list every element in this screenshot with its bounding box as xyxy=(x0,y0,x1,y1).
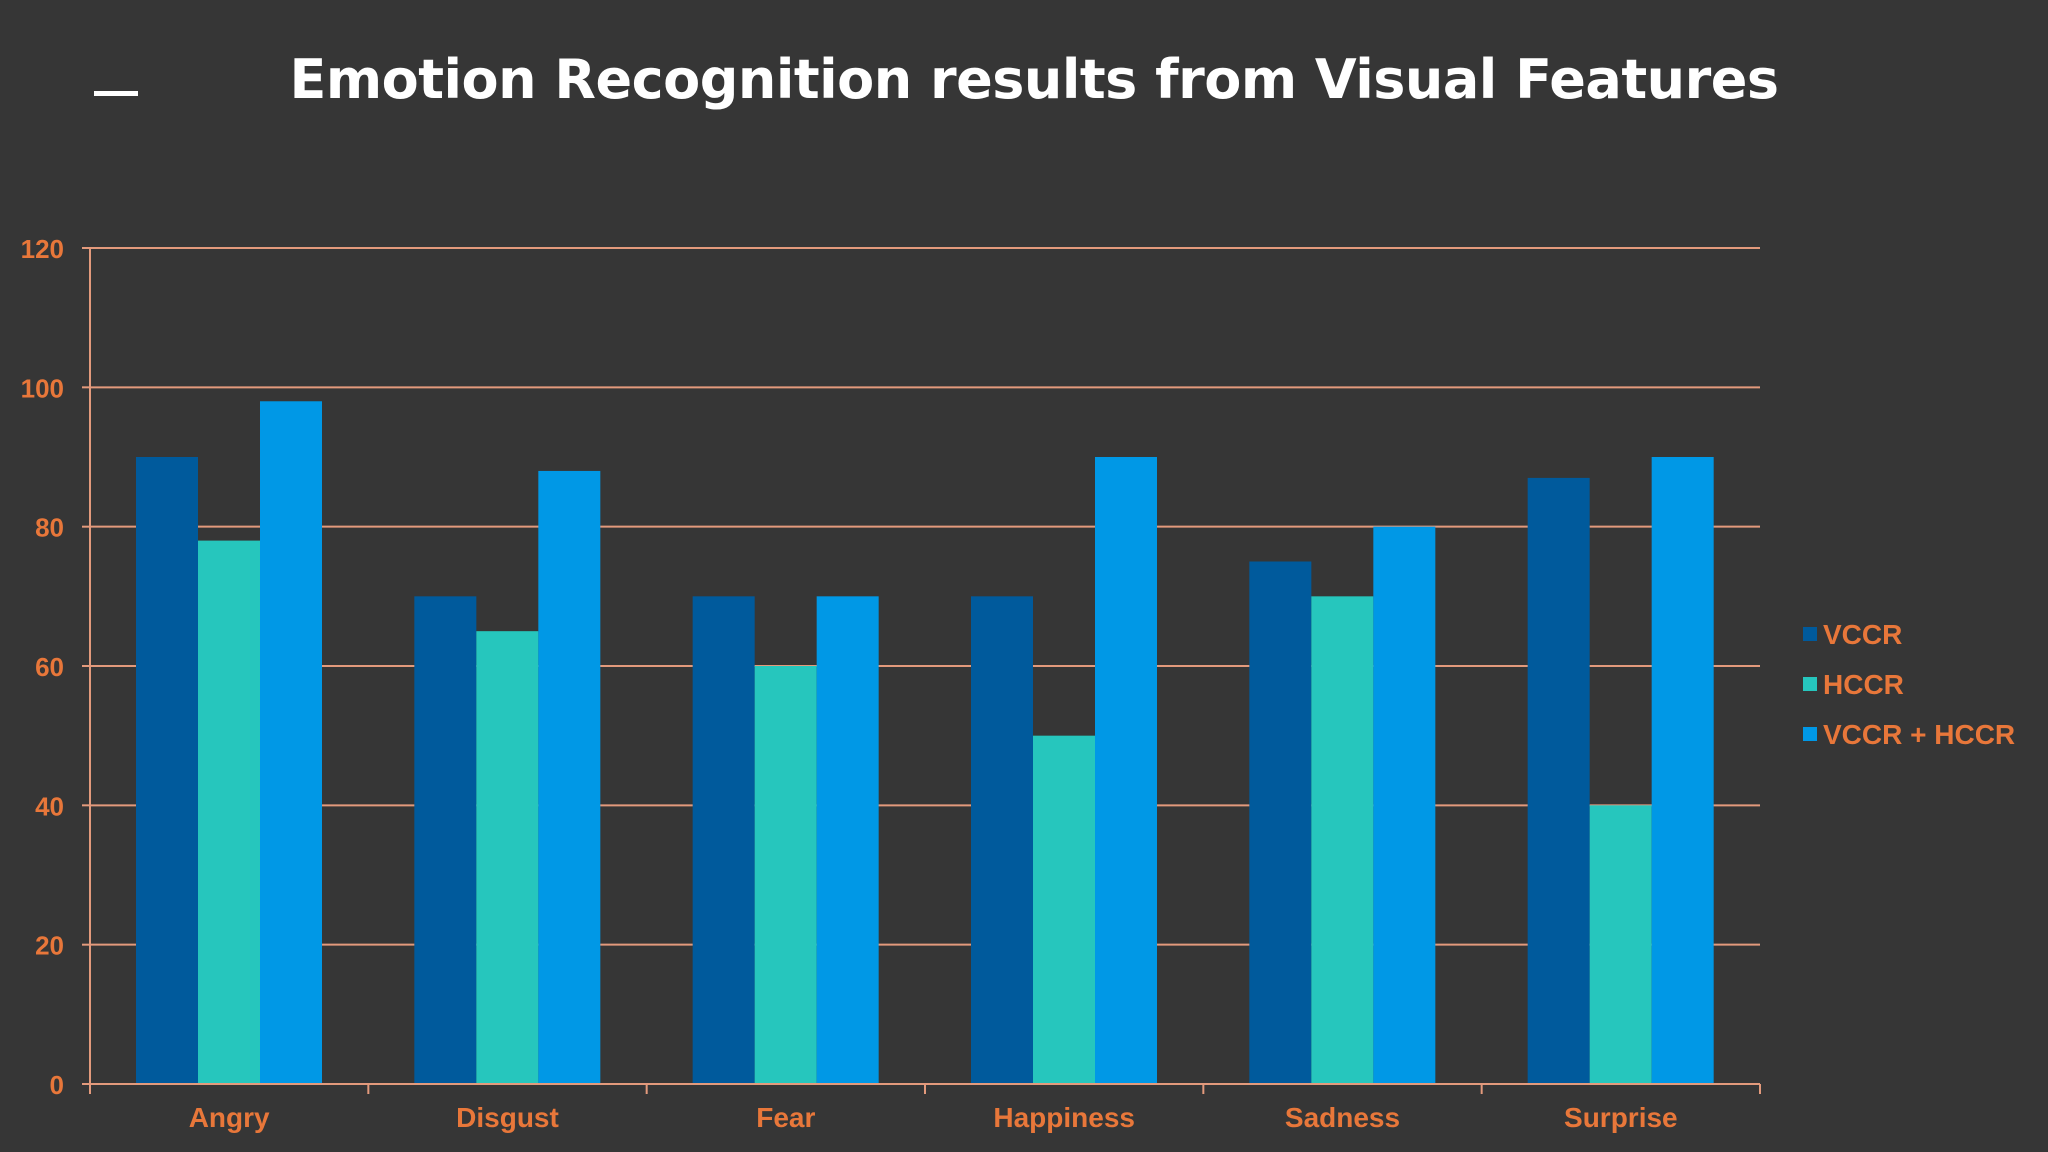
bar-vccr-hccr-happiness xyxy=(1095,457,1157,1084)
legend-label: VCCR xyxy=(1823,619,1902,650)
x-tick-label: Happiness xyxy=(993,1102,1135,1133)
bar-hccr-fear xyxy=(754,666,817,1084)
x-tick-label: Disgust xyxy=(456,1102,559,1133)
x-tick-label: Angry xyxy=(189,1102,270,1133)
x-tick-label: Fear xyxy=(756,1102,815,1133)
bar-vccr-hccr-angry xyxy=(260,401,322,1084)
bar-hccr-angry xyxy=(198,540,260,1084)
bar-hccr-disgust xyxy=(476,631,539,1084)
legend-swatch xyxy=(1803,627,1817,641)
y-tick-label: 120 xyxy=(21,234,64,264)
bar-vccr-hccr-disgust xyxy=(538,470,601,1084)
bar-vccr-surprise xyxy=(1527,477,1590,1084)
legend-label: HCCR xyxy=(1823,669,1904,700)
bar-vccr-hccr-surprise xyxy=(1651,457,1714,1084)
y-tick-label: 100 xyxy=(21,373,64,403)
legend-label: VCCR + HCCR xyxy=(1823,719,2015,750)
bar-hccr-happiness xyxy=(1033,735,1095,1084)
y-tick-label: 0 xyxy=(50,1070,64,1100)
bar-vccr-angry xyxy=(136,457,198,1084)
chart-title: Emotion Recognition results from Visual … xyxy=(289,48,1779,111)
x-tick-label: Surprise xyxy=(1564,1102,1678,1133)
bar-vccr-hccr-sadness xyxy=(1373,526,1436,1084)
bar-vccr-sadness xyxy=(1249,561,1312,1084)
bar-hccr-surprise xyxy=(1589,805,1652,1084)
title-dash-decoration xyxy=(94,91,138,96)
y-tick-label: 20 xyxy=(35,931,64,961)
bar-hccr-sadness xyxy=(1311,596,1374,1084)
bar-vccr-happiness xyxy=(971,596,1033,1084)
y-tick-label: 60 xyxy=(35,652,64,682)
bar-vccr-disgust xyxy=(414,596,477,1084)
bar-vccr-fear xyxy=(692,596,755,1084)
legend-swatch xyxy=(1803,727,1817,741)
y-tick-label: 80 xyxy=(35,513,64,543)
legend-swatch xyxy=(1803,677,1817,691)
bar-vccr-hccr-fear xyxy=(816,596,879,1084)
y-tick-label: 40 xyxy=(35,791,64,821)
x-tick-label: Sadness xyxy=(1285,1102,1400,1133)
